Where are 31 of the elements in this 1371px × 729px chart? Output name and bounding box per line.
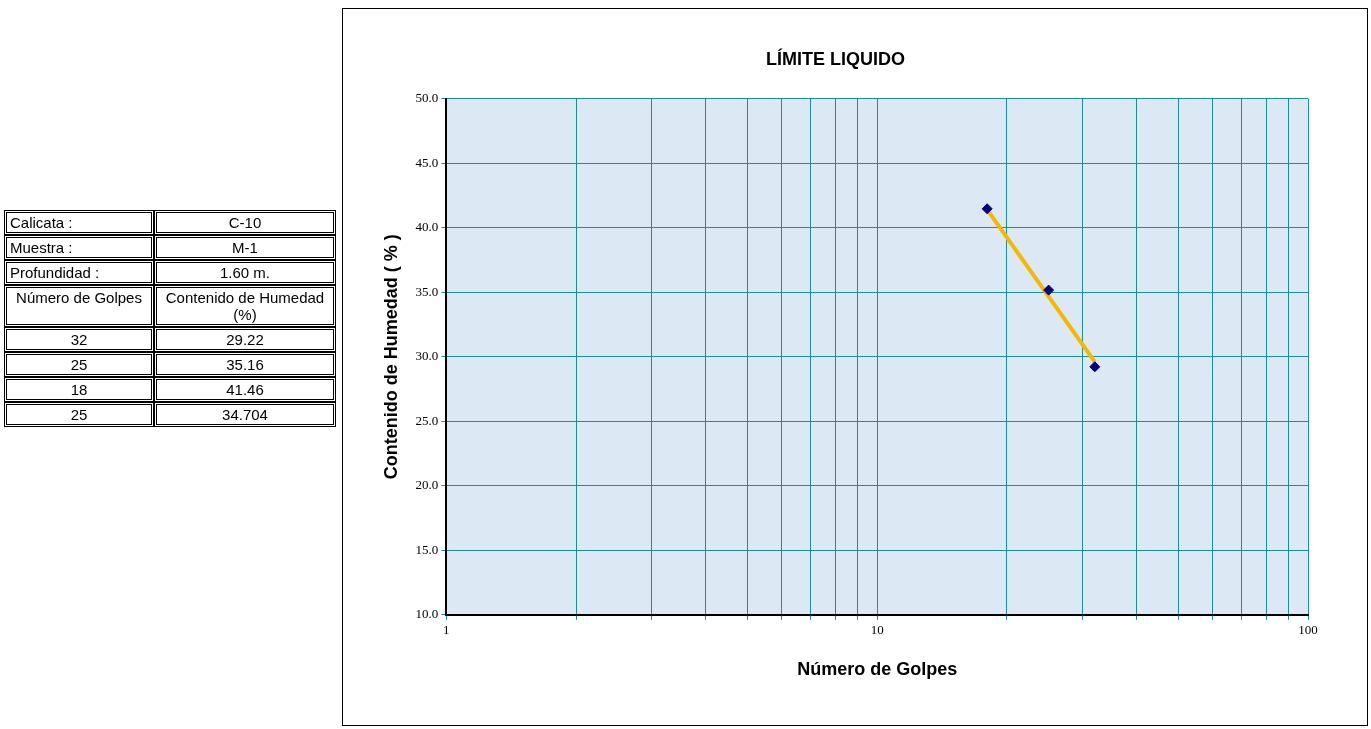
text: 18	[4, 377, 154, 402]
text: Muestra :	[4, 235, 154, 260]
text: 34.704	[154, 402, 336, 427]
y-tick-label: 45.0	[415, 154, 439, 170]
text: 35.16	[154, 352, 336, 377]
chart-title: LÍMITE LIQUIDO	[766, 47, 905, 69]
y-tick-label: 20.0	[415, 477, 439, 493]
text: Calicata :	[4, 210, 154, 235]
text: 32	[4, 327, 154, 352]
y-axis-title: Contenido de Humedad ( % )	[380, 234, 401, 480]
x-tick-label: 10	[870, 622, 884, 638]
x-tick-label: 100	[1298, 622, 1318, 638]
text: Número de Golpes	[4, 285, 154, 327]
y-tick-label: 15.0	[415, 541, 439, 557]
x-axis-title: Número de Golpes	[797, 659, 958, 680]
y-tick-label: 35.0	[415, 283, 439, 299]
text: 1.60 m.	[154, 260, 336, 285]
y-tick-label: 50.0	[415, 90, 439, 106]
text: Contenido de Humedad (%)	[154, 285, 336, 327]
text: Profundidad :	[4, 260, 154, 285]
text: 41.46	[154, 377, 336, 402]
x-tick-label: 1	[443, 622, 450, 638]
y-tick-label: 30.0	[415, 348, 439, 364]
text: 25	[4, 352, 154, 377]
text: 29.22	[154, 327, 336, 352]
text: M-1	[154, 235, 336, 260]
y-tick-label: 40.0	[415, 219, 439, 235]
y-tick-label: 10.0	[415, 606, 439, 622]
text: 25	[4, 402, 154, 427]
text: C-10	[154, 210, 336, 235]
y-tick-label: 25.0	[415, 412, 439, 428]
